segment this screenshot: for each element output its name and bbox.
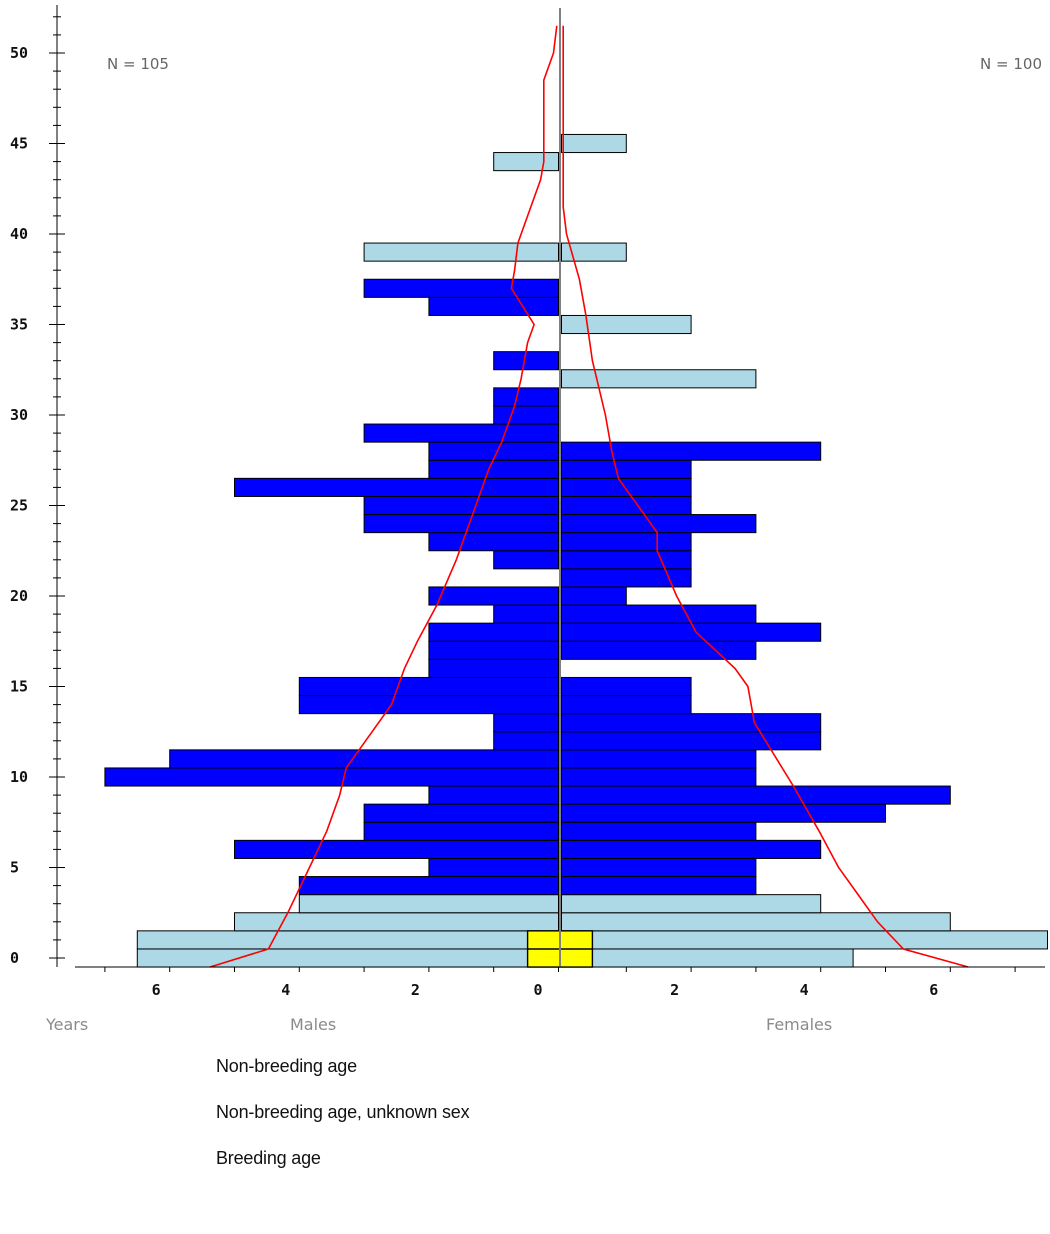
male-bar-age-30: [493, 405, 560, 425]
female-bar-age-25: [561, 495, 692, 516]
female-bar-age-17: [561, 640, 757, 660]
males-label: Males: [290, 1015, 336, 1034]
female-bar-age-8: [561, 803, 886, 823]
male-bar-age-22: [493, 550, 560, 570]
female-bar-age-26: [561, 477, 692, 497]
male-bar-age-31: [493, 387, 560, 407]
female-bar-age-45: [561, 133, 627, 154]
male-bar-age-15: [298, 676, 559, 697]
male-bar-age-25: [363, 495, 559, 516]
male-bar-age-9: [428, 785, 559, 805]
y-tick-label-50: 50: [10, 44, 28, 62]
legend-item-non-breeding: Non-breeding age: [0, 1050, 700, 1086]
male-total: N = 105: [107, 55, 169, 73]
male-bar-age-1: [136, 930, 560, 950]
x-female-tick-label-6: 6: [929, 981, 938, 999]
x-male-tick-label-6: 6: [152, 981, 161, 999]
y-tick-label-45: 45: [10, 135, 28, 153]
female-bar-age-12: [561, 731, 822, 751]
female-bar-age-6: [561, 839, 822, 859]
male-bar-age-7: [363, 821, 559, 841]
y-tick-label-35: 35: [10, 316, 28, 334]
male-bar-age-23: [428, 532, 559, 552]
female-bar-age-35: [561, 314, 692, 335]
male-bar-age-11: [169, 749, 559, 769]
female-bar-age-22: [561, 550, 692, 570]
y-tick-label-40: 40: [10, 225, 28, 243]
male-bar-age-37: [363, 278, 559, 298]
male-bar-age-36: [428, 296, 559, 316]
male-life-line: [209, 25, 558, 968]
female-bar-age-13: [561, 713, 822, 733]
x-male-tick-label-0: 0: [533, 981, 542, 999]
male-bar-age-24: [363, 514, 559, 534]
female-bar-age-3: [561, 894, 822, 914]
female-total: N = 100: [980, 55, 1042, 73]
female-bar-age-23: [561, 532, 692, 552]
y-axis-title: Years: [45, 1015, 88, 1034]
x-female-tick-label-2: 2: [670, 981, 679, 999]
male-bar-age-12: [493, 731, 560, 751]
female-bar-age-2: [561, 912, 951, 932]
y-tick-label-10: 10: [10, 768, 28, 786]
female-bar-age-0: [561, 948, 854, 968]
y-tick-label-30: 30: [10, 406, 28, 424]
male-bar-age-14: [298, 695, 559, 715]
females-label: Females: [766, 1015, 832, 1034]
male-bar-age-3: [298, 894, 559, 914]
legend-label-non-breeding: Non-breeding age: [216, 1056, 357, 1076]
female-bar-age-1: [561, 930, 1048, 950]
female-bar-age-24: [561, 514, 757, 534]
male-bar-age-6: [234, 839, 559, 859]
female-bar-age-4: [561, 876, 757, 896]
female-bar-age-27: [561, 459, 692, 479]
male-bar-age-39: [363, 242, 559, 262]
female-bar-age-32: [561, 369, 757, 389]
x-female-tick-label-4: 4: [800, 981, 809, 999]
y-tick-label-5: 5: [10, 859, 19, 877]
male-bar-age-0: [136, 948, 560, 968]
male-bar-age-44: [493, 152, 560, 172]
female-bar-age-39: [561, 242, 627, 262]
legend-item-breeding: Breeding age: [0, 1142, 700, 1178]
female-bar-age-15: [561, 676, 692, 697]
legend-label-breeding: Breeding age: [216, 1148, 321, 1168]
x-male-tick-label-4: 4: [281, 981, 290, 999]
female-bar-age-14: [561, 695, 692, 715]
male-bar-age-29: [363, 423, 559, 443]
male-bar-age-8: [363, 803, 559, 823]
female-bar-age-7: [561, 821, 757, 841]
male-bar-age-5: [428, 857, 559, 878]
male-bar-age-27: [428, 459, 559, 479]
y-tick-label-0: 0: [10, 949, 19, 967]
legend-label-unknown-sex: Non-breeding age, unknown sex: [216, 1102, 470, 1122]
female-bar-age-20: [561, 586, 627, 606]
female-life-line: [562, 25, 969, 968]
y-tick-label-25: 25: [10, 497, 28, 515]
male-bar-age-20: [428, 586, 559, 606]
female-bar-age-5: [561, 857, 757, 878]
x-male-tick-label-2: 2: [411, 981, 420, 999]
female-bar-age-9: [561, 785, 951, 805]
male-bar-age-10: [104, 767, 560, 787]
male-bar-age-26: [234, 477, 559, 497]
male-bar-age-19: [493, 604, 560, 624]
male-bar-age-16: [428, 658, 559, 678]
female-bar-age-28: [561, 441, 822, 461]
female-bar-age-19: [561, 604, 757, 624]
female-bar-age-10: [561, 767, 757, 787]
legend-item-unknown-sex: Non-breeding age, unknown sex: [0, 1096, 700, 1132]
male-bar-age-17: [428, 640, 559, 660]
y-tick-label-15: 15: [10, 678, 28, 696]
female-bar-age-11: [561, 749, 757, 769]
male-bar-age-4: [298, 876, 559, 896]
female-bar-age-18: [561, 622, 822, 642]
male-bar-age-18: [428, 622, 559, 642]
y-tick-label-20: 20: [10, 587, 28, 605]
male-bar-age-13: [493, 713, 560, 733]
